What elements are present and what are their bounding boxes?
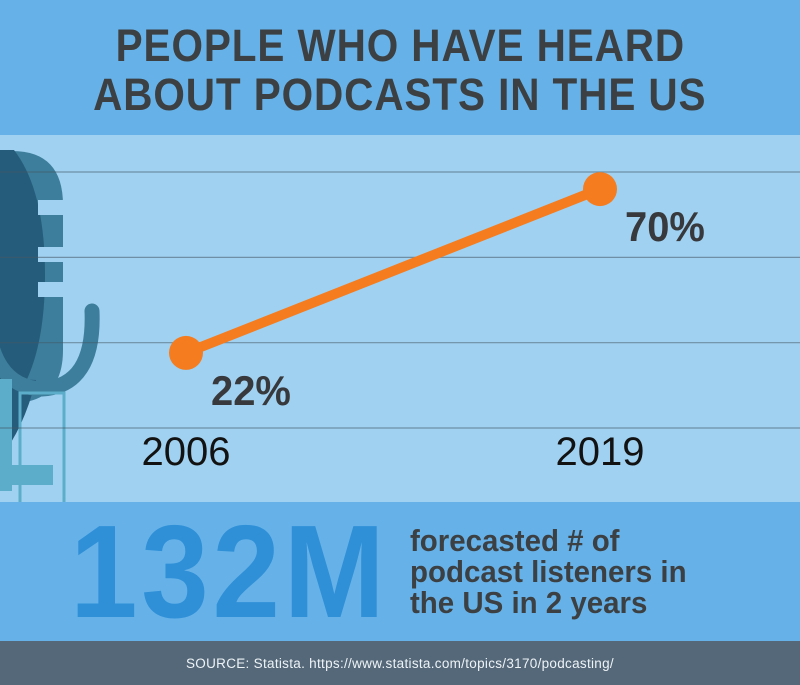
stat-description-line-2: podcast listeners in xyxy=(410,554,687,589)
stat-value: 132M xyxy=(70,497,389,645)
stat-description-line-3: the US in 2 years xyxy=(410,585,648,620)
source-bar: SOURCE: Statista. https://www.statista.c… xyxy=(0,641,800,685)
stat-description: forecasted # of podcast listeners in the… xyxy=(410,525,687,618)
year-label: 2006 xyxy=(141,430,231,474)
chart-svg xyxy=(0,171,800,429)
stat-description-line-1: forecasted # of xyxy=(410,523,620,558)
point-label: 70% xyxy=(625,203,705,251)
header: PEOPLE WHO HAVE HEARD ABOUT PODCASTS IN … xyxy=(0,0,800,135)
source-text: SOURCE: Statista. https://www.statista.c… xyxy=(186,655,614,671)
page-title-line-1: PEOPLE WHO HAVE HEARD xyxy=(115,19,685,71)
point-label: 22% xyxy=(211,366,291,414)
stat-band: 132M forecasted # of podcast listeners i… xyxy=(0,502,800,641)
microphone-icon xyxy=(0,150,100,502)
year-label: 2019 xyxy=(555,430,645,474)
chart-band: 22% 70% 2006 2019 xyxy=(0,135,800,502)
page-title-line-2: ABOUT PODCASTS IN THE US xyxy=(93,68,707,120)
